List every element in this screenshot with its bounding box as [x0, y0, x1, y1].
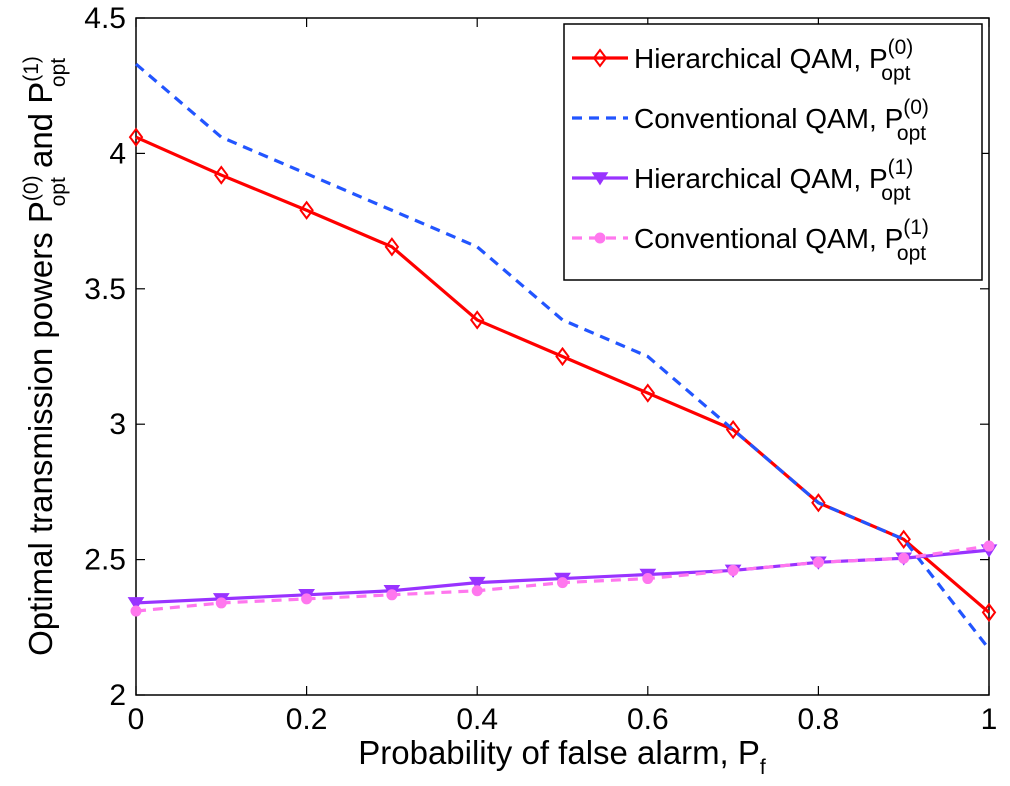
data-point [640, 383, 656, 403]
legend-label: Hierarchical QAM, P(0) opt [634, 36, 913, 85]
legend-label: Hierarchical QAM, P(1) opt [634, 156, 913, 205]
data-point [215, 597, 227, 609]
data-point [471, 585, 483, 597]
series-conventional-qam-p-opt-1 [130, 540, 995, 617]
y-axis-label: Optimal transmission powers P(0) opt and … [20, 56, 70, 656]
x-tick-label: 0.8 [798, 703, 840, 736]
y-tick-label: 2 [109, 679, 126, 712]
legend-label: Conventional QAM, P(1) opt [634, 216, 929, 265]
x-tick-label: 0.2 [286, 703, 328, 736]
x-tick-label: 0.4 [456, 703, 498, 736]
y-tick-label: 3 [109, 408, 126, 441]
x-axis-label: Probability of false alarm, Pf [358, 734, 766, 779]
data-point [384, 237, 400, 257]
legend-marker [592, 48, 608, 68]
series-conventional-qam-p-opt-0 [134, 62, 991, 650]
legend-entry: Conventional QAM, P(0) opt [572, 96, 929, 145]
data-point [214, 165, 229, 185]
legend-marker [591, 172, 609, 186]
data-point [299, 200, 314, 220]
legend-box [563, 23, 983, 281]
data-point [469, 310, 485, 330]
legend-entry: Conventional QAM, P(1) opt [572, 216, 929, 265]
series-line [134, 62, 991, 650]
data-point [127, 597, 145, 611]
data-point [128, 127, 144, 147]
data-point [812, 556, 824, 568]
data-point [557, 577, 568, 589]
data-point [555, 346, 570, 367]
legend-marker [594, 232, 606, 244]
data-point [983, 540, 995, 552]
data-point [301, 593, 313, 605]
legend-entry: Hierarchical QAM, P(1) opt [572, 156, 913, 205]
data-point [386, 589, 398, 601]
data-point [981, 602, 997, 623]
y-tick-label: 2.5 [84, 544, 126, 577]
y-tick-label: 4.5 [84, 2, 126, 35]
data-point [130, 605, 142, 617]
legend: Hierarchical QAM, P(0) opt Conventional QA… [563, 23, 983, 281]
legend-label: Conventional QAM, P(0) opt [634, 96, 929, 145]
y-tick-label: 4 [109, 137, 126, 170]
y-tick-label: 3.5 [84, 273, 126, 306]
data-point [811, 493, 826, 513]
data-point [898, 552, 910, 564]
data-point [642, 573, 654, 585]
x-tick-label: 0.6 [627, 703, 669, 736]
data-point [468, 576, 486, 591]
x-tick-label: 1 [981, 703, 998, 736]
x-tick-label: 0 [128, 703, 145, 736]
legend-entry: Hierarchical QAM, P(0) opt [572, 36, 913, 85]
data-point [727, 564, 739, 576]
